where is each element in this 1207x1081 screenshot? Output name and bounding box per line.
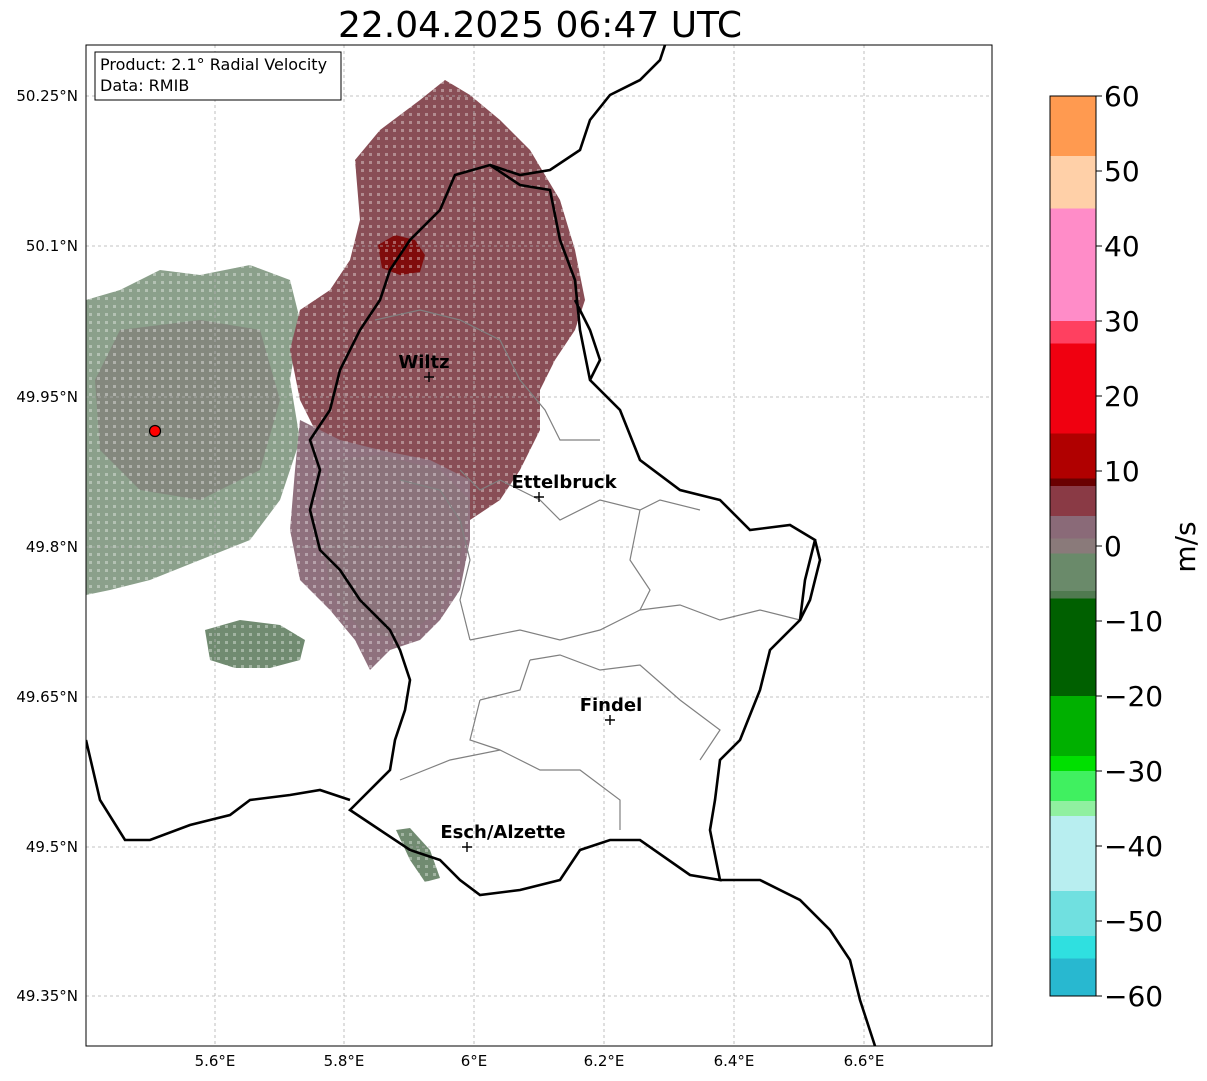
lat-tick: 50.25°N [16,87,78,105]
lon-tick: 6°E [461,1052,488,1070]
city-markers: Wiltz Ettelbruck Findel Esch/Alzette [398,352,642,852]
colorbar-tick-label: 40 [1104,230,1140,263]
city-label-findel: Findel [580,695,643,716]
colorbar-strip [1050,96,1096,997]
city-label-wiltz: Wiltz [398,352,449,373]
colorbar: 60 50 40 30 20 10 0 −10 −20 −30 −40 −50 −60 m/s [1049,80,1202,1013]
colorbar-segment [1050,891,1096,937]
colorbar-tick-label: −50 [1104,905,1163,938]
colorbar-segment [1050,936,1096,959]
info-data-source: Data: RMIB [100,76,189,95]
lat-tick: 49.35°N [16,987,78,1005]
city-label-esch-alzette: Esch/Alzette [440,822,565,843]
city-wiltz: Wiltz [398,352,450,382]
map-frame [85,44,993,1047]
lat-tick: 49.65°N [16,688,78,706]
colorbar-segment [1050,96,1096,157]
lon-tick: 6.6°E [844,1052,885,1070]
lat-tick: 49.5°N [26,838,78,856]
colorbar-tick-label: −10 [1104,605,1163,638]
lon-tick: 5.8°E [324,1052,365,1070]
colorbar-tick-label: 20 [1104,380,1140,413]
info-product: Product: 2.1° Radial Velocity [100,55,327,74]
colorbar-tick-label: 50 [1104,155,1140,188]
city-ettelbruck: Ettelbruck [511,472,618,502]
city-label-ettelbruck: Ettelbruck [511,472,617,493]
colorbar-segment [1050,516,1096,539]
colorbar-segment [1050,321,1096,344]
colorbar-segment [1050,261,1096,322]
lon-tick: 5.6°E [195,1052,236,1070]
info-box: Product: 2.1° Radial Velocity Data: RMIB [94,51,342,101]
lat-tick: 49.8°N [26,538,78,556]
colorbar-ticks: 60 50 40 30 20 10 0 −10 −20 −30 −40 −50 −60 [1096,80,1163,1013]
lat-tick: 49.95°N [16,388,78,406]
city-esch-alzette: Esch/Alzette [440,822,566,852]
colorbar-segment [1050,958,1096,997]
colorbar-segment [1050,816,1096,892]
colorbar-tick-label: −60 [1104,980,1163,1013]
colorbar-unit-label: m/s [1169,521,1202,572]
lat-axis: 50.25°N 50.1°N 49.95°N 49.8°N 49.65°N 49… [16,87,78,1005]
lon-tick: 6.2°E [584,1052,625,1070]
lat-tick: 50.1°N [26,237,78,255]
colorbar-tick-label: 10 [1104,455,1140,488]
lon-tick: 6.4°E [714,1052,755,1070]
country-borders [86,45,877,1046]
colorbar-segment [1050,478,1096,487]
colorbar-tick-label: −20 [1104,680,1163,713]
colorbar-segment [1050,433,1096,479]
canton-borders [374,309,801,830]
colorbar-segment [1050,553,1096,592]
colorbar-segment [1050,208,1096,262]
radar-site-marker [148,424,162,438]
colorbar-tick-label: 30 [1104,305,1140,338]
colorbar-tick-label: −40 [1104,830,1163,863]
map-title: 22.04.2025 06:47 UTC [337,5,743,46]
colorbar-segment [1050,598,1096,697]
colorbar-tick-label: 0 [1104,530,1122,563]
colorbar-tick-label: 60 [1104,80,1140,113]
colorbar-tick-label: −30 [1104,755,1163,788]
colorbar-segment [1050,591,1096,599]
lon-axis: 5.6°E 5.8°E 6°E 6.2°E 6.4°E 6.6°E [195,1052,885,1070]
colorbar-segment [1050,756,1096,772]
colorbar-segment [1050,486,1096,517]
city-findel: Findel [580,695,643,725]
colorbar-segment [1050,801,1096,817]
colorbar-segment [1050,343,1096,434]
colorbar-segment [1050,156,1096,209]
colorbar-segment [1050,771,1096,802]
colorbar-segment [1050,696,1096,757]
colorbar-segment [1050,538,1096,554]
